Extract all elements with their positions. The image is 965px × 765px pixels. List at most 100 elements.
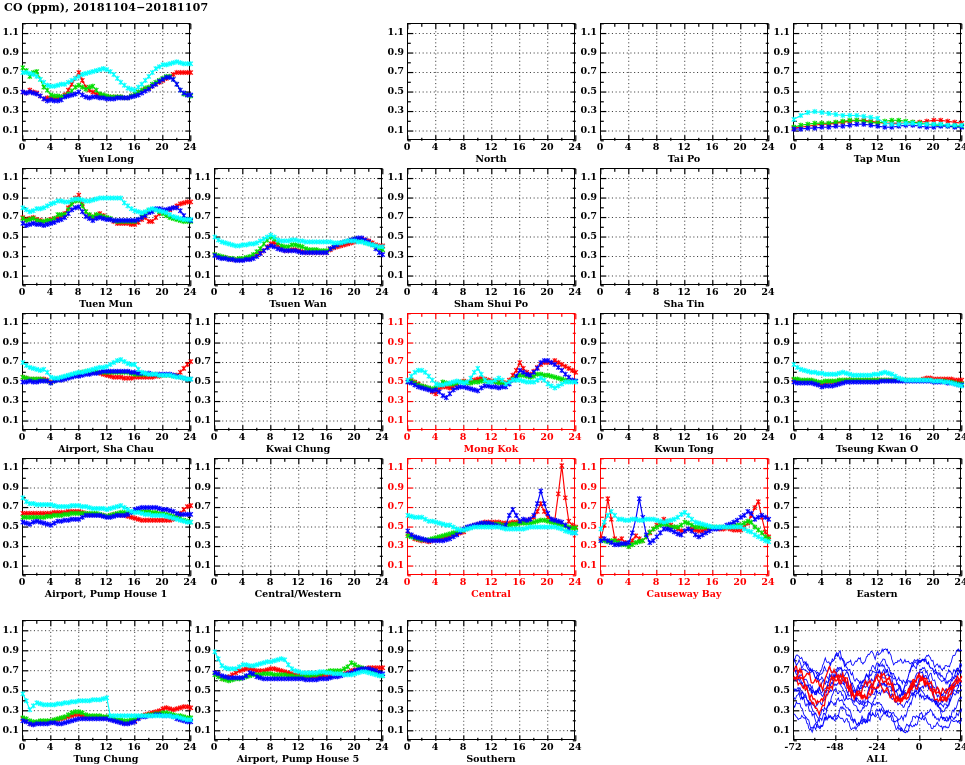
y-tick-label: 0.3 xyxy=(387,395,404,407)
x-tick-label: 12 xyxy=(677,577,691,588)
y-tick-label: 0.7 xyxy=(580,501,597,513)
panel-sha-tin: 0.1 0.3 0.5 0.7 0.9 1.1 0 4 8 12 16 20 24 Sha Tin xyxy=(578,162,775,310)
y-tick-label: 0.3 xyxy=(2,704,19,716)
y-tick-label: 0.3 xyxy=(2,250,19,262)
y-tick-label: 0.7 xyxy=(580,66,597,78)
y-tick-label: 0.5 xyxy=(194,520,211,532)
y-tick-label: 1.1 xyxy=(2,317,19,329)
x-tick-label: 0 xyxy=(403,742,411,753)
y-tick-label: 0.3 xyxy=(580,395,597,407)
x-tick-label: 16 xyxy=(127,287,141,298)
x-tick-label: 12 xyxy=(870,432,884,443)
y-tick-label: 0.5 xyxy=(2,230,19,242)
y-tick-label: 0.1 xyxy=(387,269,404,281)
x-tick-label: 0 xyxy=(789,432,797,443)
x-tick-label: 12 xyxy=(291,432,305,443)
panel-southern: 0.1 0.3 0.5 0.7 0.9 1.1 0 4 8 12 16 20 24 Southern xyxy=(385,614,582,765)
y-tick-label: 0.3 xyxy=(387,704,404,716)
y-tick-label: 0.5 xyxy=(2,520,19,532)
panel-tuen-mun: 0.1 0.3 0.5 0.7 0.9 1.1 0 4 8 12 16 20 24 Tuen Mun xyxy=(0,162,197,310)
x-tick-label: 20 xyxy=(155,432,169,443)
x-tick-label: 24 xyxy=(761,432,775,443)
plot-area xyxy=(214,458,382,575)
x-tick-label: 0 xyxy=(596,287,604,298)
y-tick-label: 1.1 xyxy=(580,462,597,474)
x-tick-label: 0 xyxy=(403,142,411,153)
panel-airport-pump-house-5: 0.1 0.3 0.5 0.7 0.9 1.1 0 4 8 12 16 20 24 Airport, Pu… xyxy=(192,614,389,765)
panel-caption: Yuen Long xyxy=(78,154,134,165)
panel-yuen-long: 0.1 0.3 0.5 0.7 0.9 1.1 0 4 8 12 16 20 24 Yuen Long xyxy=(0,17,197,165)
x-tick-label: 24 xyxy=(568,577,582,588)
y-tick-label: 0.9 xyxy=(387,191,404,203)
y-tick-label: 0.5 xyxy=(773,375,790,387)
x-tick-label: 20 xyxy=(347,577,361,588)
x-tick-label: 20 xyxy=(733,577,747,588)
panel-tsuen-wan: 0.1 0.3 0.5 0.7 0.9 1.1 0 4 8 12 16 20 24 Tsuen Wan xyxy=(192,162,389,310)
x-tick-label: 0 xyxy=(403,432,411,443)
y-tick-label: 1.1 xyxy=(194,317,211,329)
x-tick-label: 24 xyxy=(375,577,389,588)
y-tick-label: 0.1 xyxy=(773,724,790,736)
panel-north: 0.1 0.3 0.5 0.7 0.9 1.1 0 4 8 12 16 20 24 North xyxy=(385,17,582,165)
x-tick-label: 16 xyxy=(512,577,526,588)
x-tick-label: 0 xyxy=(596,577,604,588)
y-tick-label: 0.3 xyxy=(387,250,404,262)
plot-area xyxy=(793,458,961,575)
x-tick-label: 16 xyxy=(705,577,719,588)
x-tick-label: 24 xyxy=(183,577,197,588)
panel-eastern: 0.1 0.3 0.5 0.7 0.9 1.1 0 4 8 12 16 20 24 Eastern xyxy=(771,452,965,600)
x-tick-label: 24 xyxy=(375,287,389,298)
x-tick-label: 20 xyxy=(926,142,940,153)
plot-area xyxy=(214,168,382,285)
y-tick-label: 0.7 xyxy=(2,501,19,513)
x-tick-label: 12 xyxy=(484,577,498,588)
x-tick-label: 4 xyxy=(431,577,439,588)
y-tick-label: 0.5 xyxy=(387,684,404,696)
x-tick-label: 4 xyxy=(624,287,632,298)
x-tick-label: 16 xyxy=(512,142,526,153)
x-tick-label: 16 xyxy=(127,142,141,153)
x-tick-label: 20 xyxy=(155,142,169,153)
y-tick-label: 0.9 xyxy=(387,336,404,348)
x-tick-label: 0 xyxy=(596,142,604,153)
x-tick-label: 24 xyxy=(375,432,389,443)
x-tick-label: 4 xyxy=(817,577,825,588)
page-title: CO (ppm), 20181104−20181107 xyxy=(4,1,209,14)
y-tick-label: 1.1 xyxy=(773,624,790,636)
x-tick-label: 20 xyxy=(155,742,169,753)
y-tick-label: 1.1 xyxy=(387,624,404,636)
x-tick-label: 16 xyxy=(319,287,333,298)
x-tick-label: 12 xyxy=(677,287,691,298)
y-tick-label: 0.5 xyxy=(194,684,211,696)
x-tick-label: 8 xyxy=(74,142,82,153)
panel-caption: Sham Shui Po xyxy=(453,299,529,310)
y-tick-label: 0.3 xyxy=(2,540,19,552)
panel-tai-po: 0.1 0.3 0.5 0.7 0.9 1.1 0 4 8 12 16 20 24 Tai Po xyxy=(578,17,775,165)
panel-caption: North xyxy=(475,154,507,165)
x-tick-label: 20 xyxy=(347,432,361,443)
x-tick-label: 8 xyxy=(652,577,660,588)
x-tick-label: 0 xyxy=(596,432,604,443)
y-tick-label: 0.5 xyxy=(2,684,19,696)
x-tick-label: 24 xyxy=(761,142,775,153)
plot-canvas xyxy=(407,620,577,742)
x-tick-label: 0 xyxy=(210,742,218,753)
panel-central-western: 0.1 0.3 0.5 0.7 0.9 1.1 0 4 8 12 16 20 24 Central/Wes… xyxy=(192,452,389,600)
x-tick-label: 0 xyxy=(210,432,218,443)
x-tick-label: 20 xyxy=(347,287,361,298)
y-tick-label: 0.3 xyxy=(2,395,19,407)
x-tick-label: 4 xyxy=(431,742,439,753)
y-tick-label: 0.5 xyxy=(580,375,597,387)
y-tick-label: 0.9 xyxy=(2,336,19,348)
panel-caption: Causeway Bay xyxy=(646,589,722,600)
panel-caption: Tap Mun xyxy=(853,154,901,165)
x-tick-label: 20 xyxy=(540,432,554,443)
x-tick-label: 12 xyxy=(291,287,305,298)
y-tick-label: 0.5 xyxy=(387,230,404,242)
y-tick-label: 0.9 xyxy=(580,481,597,493)
x-tick-label: 8 xyxy=(652,142,660,153)
x-tick-label: 24 xyxy=(568,432,582,443)
x-tick-label: 4 xyxy=(238,577,246,588)
x-tick-label: 4 xyxy=(624,432,632,443)
